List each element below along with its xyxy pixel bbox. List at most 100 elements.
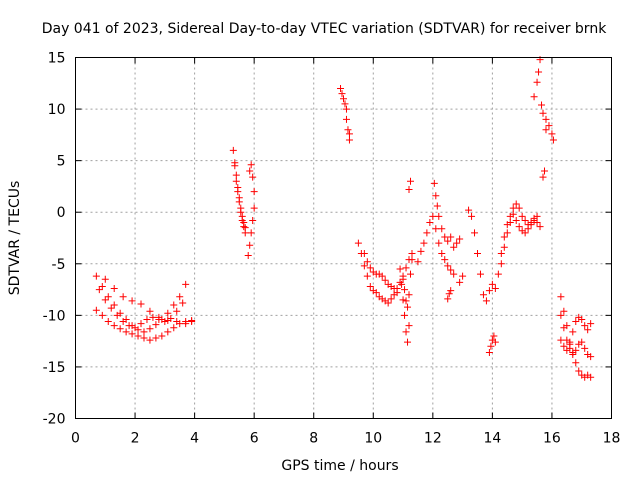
data-point [518,212,526,220]
data-point [98,282,106,290]
data-point [487,342,495,350]
data-point [155,313,163,321]
x-tick-label: 16 [543,431,561,447]
data-point [420,239,428,247]
data-point [530,93,538,101]
data-point [587,373,595,381]
data-point [338,90,346,98]
data-point [414,258,422,266]
data-point [459,272,467,280]
y-tick-label: -15 [43,360,66,376]
data-point [249,216,257,224]
y-tick-label: -5 [52,257,66,273]
data-point [560,307,568,315]
y-tick-label: 5 [57,154,66,170]
data-point [143,315,151,323]
data-point [179,299,187,307]
series-arc-12h-b [430,179,464,251]
data-point [572,318,580,326]
data-point [512,216,520,224]
data-point [430,179,438,187]
data-point [378,272,386,280]
data-point [572,359,580,367]
data-point [131,324,139,332]
series-arc-12h-a [414,212,458,278]
data-point [401,286,409,294]
y-axis-label: SDTVAR / TECUs [7,181,23,296]
data-point [490,332,498,340]
series-arc-12h-c [444,272,467,303]
data-point [404,303,412,311]
data-point [435,239,443,247]
data-point [587,353,595,361]
x-tick-label: 18 [603,431,621,447]
data-point [244,252,252,260]
x-tick-label: 6 [250,431,259,447]
series-arc-16h-b [557,311,595,361]
data-point [488,280,496,288]
data-point [539,109,547,117]
data-point [232,177,240,185]
data-point [417,247,425,255]
data-point [536,223,544,231]
y-tick-label: -20 [43,412,66,428]
data-point [447,233,455,241]
data-point [444,295,452,303]
data-point [527,221,535,229]
data-point [137,320,145,328]
data-point [572,346,580,354]
data-point [113,311,121,319]
data-point [164,328,172,336]
data-point [542,126,550,134]
x-tick-label: 8 [309,431,318,447]
data-point [491,285,499,293]
data-point [560,342,568,350]
series-arc-14h-low [485,332,499,356]
data-point [125,322,133,330]
data-point [563,336,571,344]
data-point [438,225,446,233]
data-point [101,275,109,283]
data-point [152,321,160,329]
data-point [521,216,529,224]
data-point [170,324,178,332]
data-point [453,239,461,247]
data-point [465,206,473,214]
data-point [485,348,493,356]
data-point [95,286,103,294]
data-point [474,249,481,257]
data-point [341,100,349,108]
data-point [128,330,136,338]
data-point [344,126,352,134]
data-point [402,328,410,336]
data-point [433,202,441,210]
data-point [140,334,148,342]
ticks [75,57,612,419]
data-point [366,264,374,272]
data-point [471,229,479,237]
data-point [533,219,541,227]
data-point [337,84,345,92]
data-point [432,225,440,233]
data-point [541,167,548,175]
x-tick-label: 2 [131,431,140,447]
data-point [158,332,166,340]
data-point [535,68,543,76]
series-arc-morning-d [101,275,196,328]
grid [75,57,612,419]
data-point [241,224,249,232]
data-point [497,260,505,268]
data-point [240,219,248,227]
data-point [405,322,413,330]
data-point [405,291,413,299]
data-point [250,188,258,196]
data-point [107,304,115,312]
data-point [249,173,257,181]
data-point [485,287,493,295]
x-tick-label: 4 [190,431,199,447]
data-point [250,204,258,212]
data-point [110,285,118,293]
data-point [548,130,556,138]
data-point [110,322,118,330]
data-point [170,301,178,309]
